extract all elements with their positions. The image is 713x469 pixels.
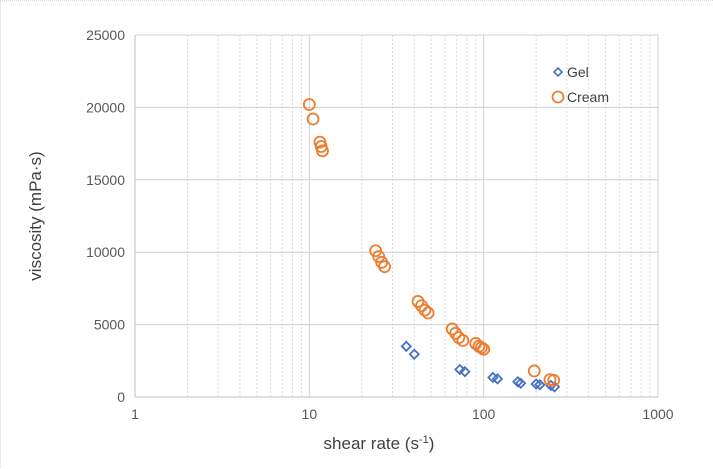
- axes: [134, 35, 658, 398]
- x-tick-label: 1000: [642, 406, 673, 422]
- cream-point: [477, 342, 491, 356]
- y-tick-label: 20000: [86, 99, 125, 115]
- y-tick-label: 5000: [94, 317, 125, 333]
- y-axis-title: viscosity (mPa·s): [26, 151, 45, 280]
- gel-point: [491, 373, 504, 385]
- y-tick-label: 25000: [86, 27, 125, 43]
- data-points: [302, 98, 561, 393]
- x-tick-label: 1: [131, 406, 139, 422]
- cream-point: [421, 306, 435, 320]
- y-tick-label: 15000: [86, 172, 125, 188]
- cream-point: [378, 260, 391, 274]
- legend-gel-marker: [552, 66, 564, 78]
- x-axis-title-main: shear rate (s: [324, 434, 419, 453]
- cream-point: [547, 373, 561, 387]
- gel-point: [530, 378, 542, 390]
- y-tick-label: 10000: [86, 244, 125, 260]
- y-tick-labels: 0 5000 10000 15000 20000 25000: [86, 27, 125, 405]
- legend-cream-marker: [551, 90, 565, 104]
- cream-point: [418, 303, 432, 317]
- gel-point: [459, 365, 471, 378]
- x-axis-title-superscript: -1: [419, 434, 429, 446]
- cream-point: [316, 144, 329, 158]
- x-tick-labels: 1 10 100 1000: [131, 406, 674, 422]
- cream-point: [456, 334, 470, 347]
- minor-gridlines: [186, 35, 651, 397]
- gel-point: [534, 378, 546, 391]
- x-tick-label: 10: [302, 406, 318, 422]
- cream-point: [306, 112, 320, 126]
- gel-point: [408, 348, 421, 361]
- x-tick-label: 100: [472, 406, 496, 422]
- gel-point: [512, 376, 524, 388]
- cream-point: [302, 98, 316, 111]
- legend-gel-label: Gel: [567, 64, 589, 80]
- gel-point: [514, 377, 527, 390]
- legend: Gel Cream: [551, 64, 609, 105]
- x-axis-title: shear rate (s-1): [324, 434, 435, 453]
- y-tick-label: 0: [117, 389, 125, 405]
- cream-point: [527, 364, 541, 378]
- legend-cream-label: Cream: [567, 89, 609, 105]
- x-axis-title-end: ): [429, 434, 435, 453]
- gel-point: [400, 340, 413, 353]
